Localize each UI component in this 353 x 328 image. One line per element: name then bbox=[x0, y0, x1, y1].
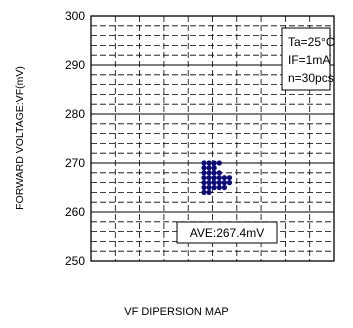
data-point bbox=[216, 160, 222, 166]
data-point bbox=[211, 184, 217, 191]
plot-area-frame bbox=[90, 15, 335, 262]
data-point bbox=[206, 165, 212, 171]
data-point bbox=[221, 175, 227, 181]
data-point bbox=[206, 180, 212, 186]
data-point bbox=[201, 184, 207, 191]
data-point bbox=[201, 189, 207, 195]
data-point bbox=[201, 175, 207, 181]
conditions-box: Ta=25°C IF=1mA n=30pcs bbox=[281, 27, 335, 91]
data-point bbox=[211, 160, 217, 166]
y-tick-label: 250 bbox=[65, 254, 85, 268]
data-point bbox=[226, 180, 233, 186]
condition-temperature: Ta=25°C bbox=[288, 35, 335, 49]
y-tick-label: 270 bbox=[65, 156, 85, 170]
data-point bbox=[216, 184, 222, 191]
data-point bbox=[211, 170, 217, 176]
average-box: AVE:267.4mV bbox=[176, 221, 278, 244]
data-point bbox=[211, 180, 217, 186]
data-points bbox=[201, 160, 233, 195]
data-point bbox=[201, 160, 207, 166]
data-point bbox=[206, 160, 212, 166]
data-point bbox=[206, 175, 212, 181]
y-tick-label: 300 bbox=[65, 9, 85, 23]
y-tick-label: 260 bbox=[65, 205, 85, 219]
y-tick-label: 290 bbox=[65, 58, 85, 72]
y-axis-ticks: 250 260 270 280 290 300 bbox=[65, 9, 85, 268]
data-point bbox=[206, 184, 212, 191]
figure-caption: VF DIPERSION MAP bbox=[124, 306, 229, 318]
data-point bbox=[211, 165, 217, 171]
data-point bbox=[211, 175, 217, 181]
data-point bbox=[206, 189, 212, 195]
data-point bbox=[201, 165, 207, 171]
data-point bbox=[221, 180, 227, 186]
data-point bbox=[226, 175, 233, 181]
y-tick-label: 280 bbox=[65, 107, 85, 121]
data-point bbox=[216, 170, 222, 176]
y-axis-title: FORWARD VOLTAGE:VF(mV) bbox=[14, 66, 26, 210]
data-point bbox=[201, 180, 207, 186]
data-point bbox=[216, 180, 222, 186]
condition-sample-count: n=30pcs bbox=[288, 71, 334, 85]
data-point bbox=[216, 175, 222, 181]
average-value-label: AVE:267.4mV bbox=[190, 226, 264, 240]
data-point bbox=[201, 170, 207, 176]
data-point bbox=[206, 170, 212, 176]
condition-current: IF=1mA bbox=[288, 53, 330, 67]
data-point bbox=[221, 184, 227, 191]
